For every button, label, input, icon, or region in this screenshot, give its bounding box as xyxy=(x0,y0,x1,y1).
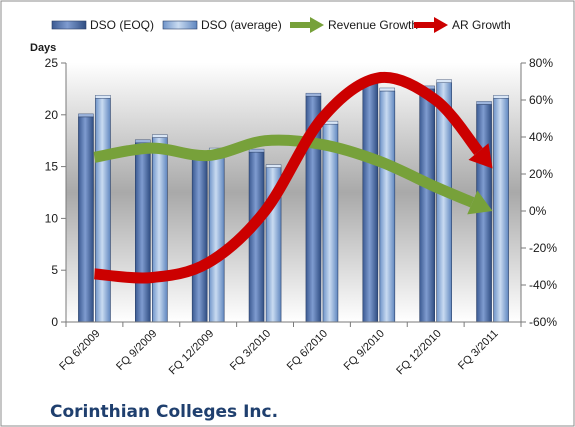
revenue-growth-arrow-line xyxy=(93,134,475,208)
bar-dso-eoq xyxy=(419,88,435,323)
legend-swatch-dso-eoq- xyxy=(51,20,87,30)
legend: DSO (EOQ) DSO (average) Revenue Growth AR G… xyxy=(51,17,511,33)
y-left-tick-label: 5 xyxy=(51,263,58,277)
y-left-tick-label: 10 xyxy=(45,211,59,225)
bar-dso-eoq xyxy=(362,83,379,323)
legend-label-revenue-growth: Revenue Growth xyxy=(328,18,418,32)
bar-dso-average xyxy=(322,123,339,323)
y-right-tick-label: -40% xyxy=(529,278,557,292)
y-right-tick-label: 80% xyxy=(529,56,553,70)
bar-dso-average xyxy=(379,90,396,323)
bar-cap xyxy=(436,79,452,83)
y-right-tick-label: 0% xyxy=(529,204,547,218)
revenue-growth-arrow-head xyxy=(467,190,493,215)
bar-cap xyxy=(78,113,94,118)
bar-dso-average xyxy=(95,97,111,323)
bar-dso-eoq xyxy=(248,151,265,323)
chart-caption: Corinthian Colleges Inc. xyxy=(50,402,278,422)
legend-label-dso-average-: DSO (average) xyxy=(201,18,282,32)
legend-label-dso-eoq-: DSO (EOQ) xyxy=(90,18,154,32)
bar-dso-eoq xyxy=(135,142,151,323)
legend-swatch-head-ar-growth xyxy=(434,17,448,33)
y-left-tick-label: 0 xyxy=(51,315,58,329)
bar-dso-average xyxy=(152,137,168,323)
bar-cap xyxy=(135,139,151,143)
y-right-tick-label: 40% xyxy=(529,130,553,144)
legend-label-ar-growth: AR Growth xyxy=(452,18,511,32)
y-left-tick-label: 25 xyxy=(45,56,59,70)
bar-cap xyxy=(476,101,492,105)
bar-dso-average xyxy=(208,150,225,323)
bar-cap xyxy=(248,148,265,153)
legend-swatch-dso-average- xyxy=(162,20,198,30)
growth-arrows xyxy=(93,71,493,284)
bar-dso-eoq xyxy=(191,155,208,323)
bar-cap xyxy=(379,87,396,92)
y-left-tick-label: 15 xyxy=(45,160,59,174)
bar-cap xyxy=(152,134,168,138)
y-right-tick-label: -60% xyxy=(529,315,557,329)
y-left-tick-label: 20 xyxy=(45,108,59,122)
ar-growth-arrow-head xyxy=(468,143,493,169)
y-right-tick-label: 20% xyxy=(529,167,553,181)
bar-cap xyxy=(265,164,282,168)
bar-cap xyxy=(95,95,111,99)
ar-growth-arrow-line xyxy=(93,71,483,284)
bar-dso-average xyxy=(493,97,509,323)
y-left-ticks: 0 5 10 15 20 25 xyxy=(45,56,66,329)
y-right-tick-label: 60% xyxy=(529,93,553,107)
y-right-ticks: -60% -40% -20% 0% 20% 40% 60% 80% xyxy=(521,56,557,329)
y-left-axis-title: Days xyxy=(30,42,56,54)
bar-cap xyxy=(493,95,509,99)
y-right-tick-label: -20% xyxy=(529,241,557,255)
legend-swatch-head-revenue-growth xyxy=(310,17,324,33)
bar-cap xyxy=(305,92,322,97)
bar-dso-eoq xyxy=(476,104,492,323)
bar-dso-eoq xyxy=(78,116,94,323)
